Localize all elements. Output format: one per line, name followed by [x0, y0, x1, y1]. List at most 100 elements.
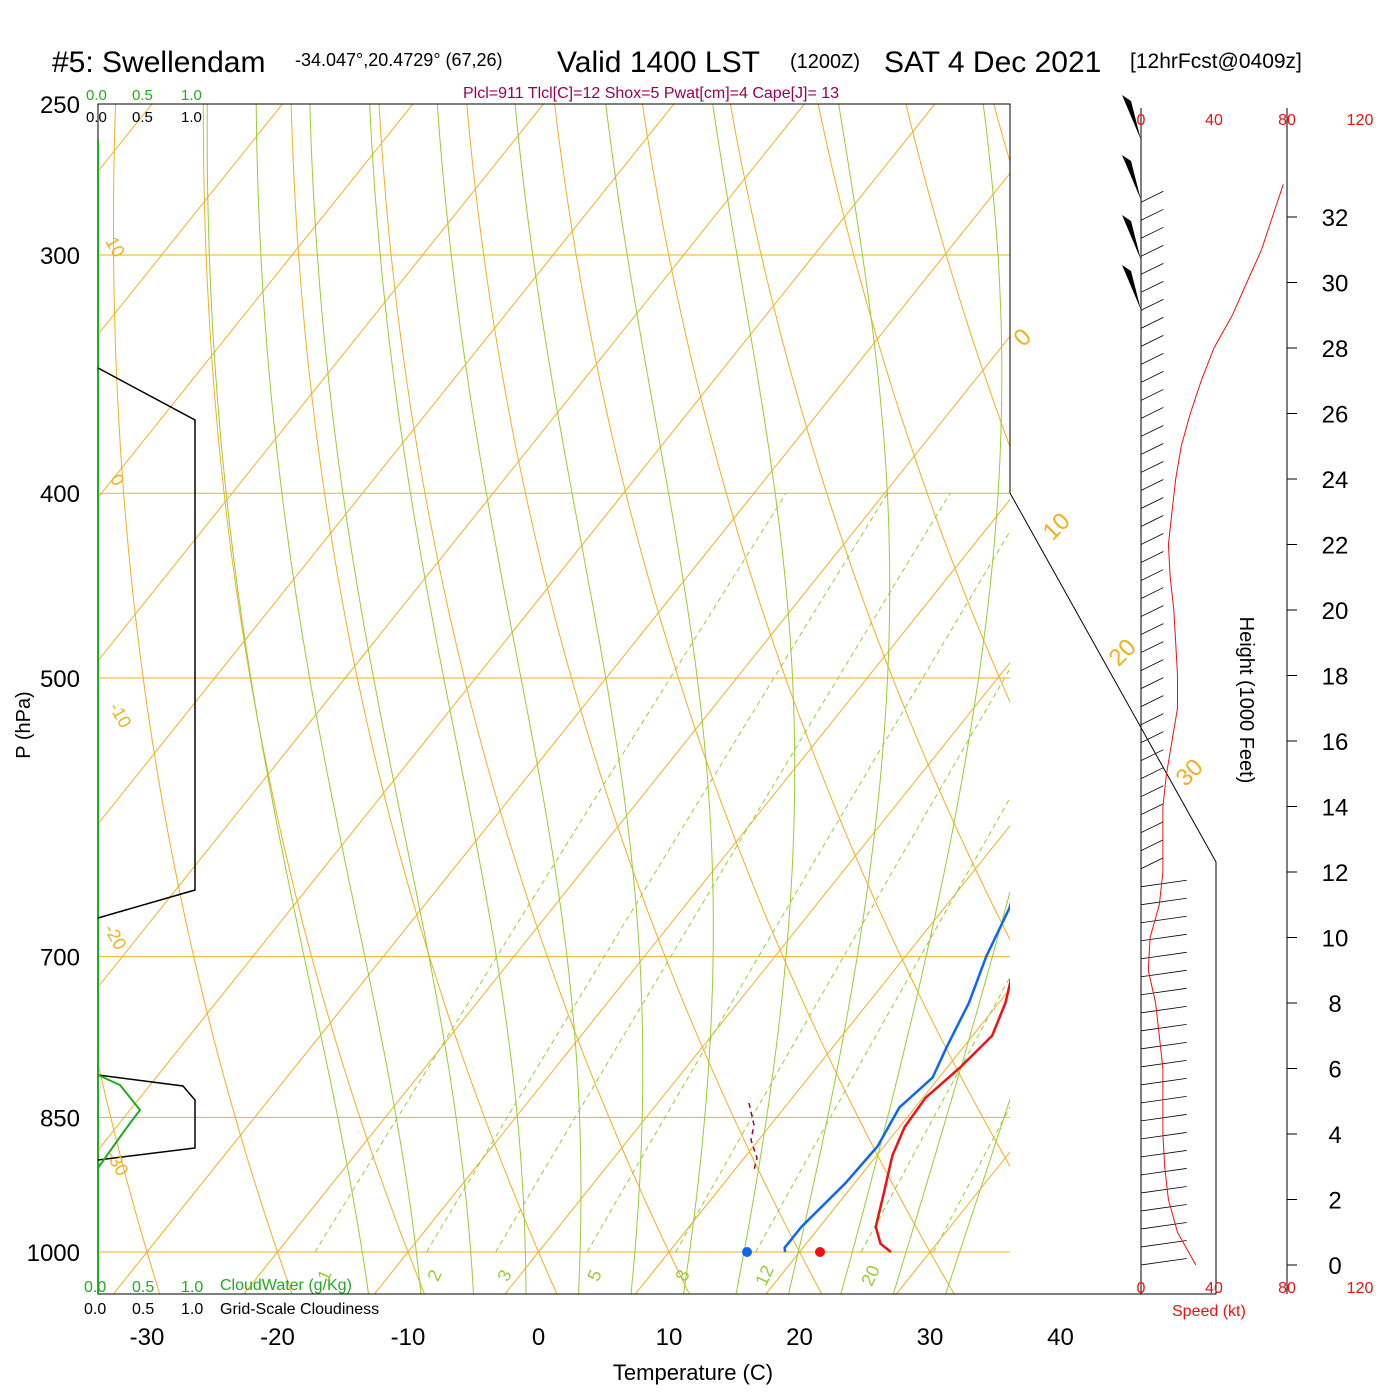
- mixing-ratio-line: [586, 530, 1010, 1253]
- isotherm: [112, 172, 1010, 1294]
- wind-barb: [1140, 969, 1187, 978]
- wind-barb: [1140, 749, 1164, 762]
- isotherm: [98, 104, 284, 336]
- wind-barb: [1140, 280, 1164, 293]
- wind-barb: [1140, 1240, 1187, 1248]
- dry-adiabat: [378, 104, 690, 1294]
- wind-barb: [1140, 915, 1187, 924]
- wind-barb: [1140, 857, 1164, 870]
- wind-barb: [1140, 208, 1164, 221]
- wind-barb: [1140, 407, 1164, 419]
- dry-adiabat-label: 20: [1104, 634, 1142, 672]
- dry-adiabat: [905, 104, 1010, 449]
- cloud-top-tick: 0.0: [86, 109, 107, 126]
- dry-adiabat: [290, 104, 558, 1294]
- wind-barb: [1140, 933, 1187, 942]
- height-tick-label: 12: [1322, 860, 1349, 887]
- cloud-top-tick: 1.0: [181, 87, 202, 104]
- moist-adiabat: [255, 104, 422, 1294]
- dewpoint-line: [783, 901, 1010, 1253]
- cloud-bottom-tick: 0.5: [132, 1301, 154, 1318]
- moist-adiabat: [892, 890, 1010, 1294]
- height-tick-label: 0: [1328, 1253, 1341, 1280]
- temperature-tick-label: -30: [130, 1324, 165, 1351]
- sounding-series: [783, 901, 1010, 1253]
- x-axis-title: Temperature (C): [613, 1360, 773, 1385]
- isotherm: [634, 824, 1010, 1294]
- height-tick-label: 28: [1322, 336, 1349, 363]
- mixing-ratio-lines: [314, 492, 1010, 1253]
- wind-barb: [1140, 1168, 1187, 1176]
- dry-adiabat: [729, 104, 1010, 941]
- wind-barbs: [1122, 95, 1187, 1266]
- speed-label: Speed (kt): [1172, 1303, 1246, 1320]
- cloud-bottom-tick: 0.5: [132, 1279, 154, 1296]
- pressure-tick-label: 250: [40, 92, 80, 119]
- dry-adiabat: [554, 104, 955, 1294]
- wind-barb: [1140, 1041, 1187, 1050]
- height-tick-label: 10: [1322, 926, 1349, 953]
- mixing-ratio-line: [426, 492, 888, 1253]
- moist-adiabat: [309, 104, 474, 1294]
- pressure-tick-label: 850: [40, 1105, 80, 1132]
- wind-barb: [1140, 839, 1164, 852]
- isotherm: [373, 498, 1010, 1294]
- wind-barb: [1140, 785, 1164, 798]
- dry-adiabat-label: -20: [100, 921, 130, 954]
- wind-barb: [1140, 587, 1164, 599]
- wind-barb: [1140, 569, 1164, 581]
- pressure-tick-label: 300: [40, 243, 80, 270]
- cloud-top-tick: 0.5: [132, 109, 153, 126]
- pressure-tick-label: 700: [40, 945, 80, 972]
- wind-barb: [1140, 1023, 1187, 1032]
- height-tick-label: 18: [1322, 664, 1349, 691]
- mixing-ratio-line: [755, 796, 1010, 1253]
- valid-date: SAT 4 Dec 2021: [884, 46, 1101, 79]
- wind-barb: [1140, 461, 1164, 473]
- forecast-label: [12hrFcst@0409z]: [1130, 50, 1302, 73]
- wind-barb: [1140, 1077, 1187, 1086]
- wind-barb: [1140, 951, 1187, 960]
- wind-barb: [1140, 1258, 1187, 1266]
- cloudiness-upper: [97, 367, 196, 919]
- wind-barb: [1140, 767, 1164, 780]
- wind-barb: [1140, 1005, 1187, 1014]
- cloud-bottom-tick: 1.0: [181, 1279, 203, 1296]
- dry-adiabat: [98, 1061, 161, 1294]
- wind-barb: [1140, 695, 1164, 707]
- height-tick-label: 6: [1328, 1057, 1341, 1084]
- wind-barb: [1140, 659, 1164, 671]
- cloudiness-lower: [97, 1074, 196, 1161]
- mixing-ratio-label: 5: [583, 1267, 605, 1285]
- height-tick-label: 32: [1322, 205, 1349, 232]
- mixing-ratio-label: 2: [423, 1267, 445, 1285]
- height-tick-label: 16: [1322, 729, 1349, 756]
- moist-adiabat: [206, 104, 370, 1294]
- cloud-bottom-scale: 0.0 0.5 1.0 CloudWater (g/Kg) 0.0 0.5 1.…: [84, 1277, 379, 1318]
- moist-adiabat: [945, 1097, 1010, 1294]
- cloudiness-label: Grid-Scale Cloudiness: [220, 1301, 379, 1318]
- cloudwater-label: CloudWater (g/Kg): [220, 1277, 352, 1294]
- y-axis-title: P (hPa): [13, 691, 35, 758]
- pressure-tick-label: 400: [40, 481, 80, 508]
- wind-barb: [1140, 353, 1164, 365]
- height-tick-label: 20: [1322, 598, 1349, 625]
- isotherm: [98, 104, 936, 1151]
- cloud-top-scale: 0.0 0.5 1.0 0.0 0.5 1.0: [86, 87, 202, 126]
- moist-adiabats: [206, 104, 1010, 1294]
- wind-barb: [1140, 1222, 1187, 1230]
- speed-tick-bottom: 40: [1205, 1280, 1223, 1297]
- temperature-line: [874, 977, 1010, 1253]
- speed-tick-bottom: 120: [1347, 1280, 1374, 1297]
- speed-tick-top: 80: [1278, 112, 1296, 129]
- dry-adiabat-label: 0: [1008, 323, 1037, 352]
- temperature-tick-label: 20: [786, 1324, 813, 1351]
- moist-adiabat: [514, 104, 644, 1294]
- wind-barb: [1140, 713, 1164, 725]
- mixing-ratio-label: 3: [493, 1267, 515, 1285]
- wind-barb: [1140, 551, 1164, 563]
- valid-time: Valid 1400 LST: [557, 46, 760, 79]
- dry-adiabat-label: 0: [106, 471, 128, 490]
- dry-adiabat: [1158, 70, 1400, 1300]
